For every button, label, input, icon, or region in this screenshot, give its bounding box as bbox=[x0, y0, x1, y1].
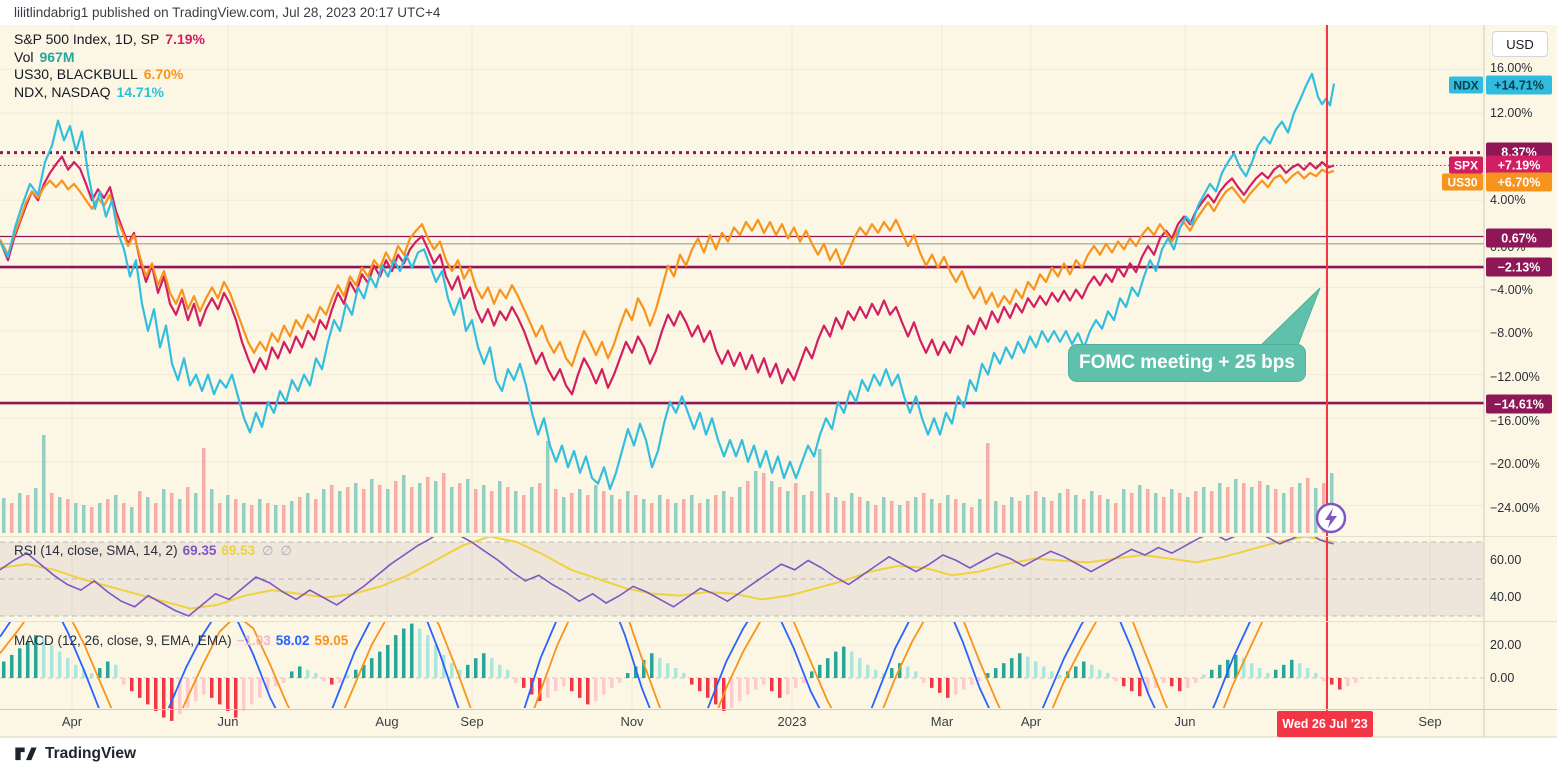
event-lightning-icon[interactable] bbox=[1314, 501, 1348, 535]
rsi-sma-value: 69.53 bbox=[221, 543, 256, 558]
currency-selector-button[interactable]: USD bbox=[1492, 31, 1548, 57]
legend-value-us30: 6.70% bbox=[143, 66, 184, 82]
price-scale-label: 20.00 bbox=[1490, 638, 1522, 652]
series-price-badge: +7.19% bbox=[1486, 155, 1552, 175]
macd-title: MACD (12, 26, close, 9, EMA, EMA) bbox=[14, 633, 232, 648]
tradingview-logo-icon bbox=[15, 747, 37, 761]
price-scale-label: −16.00% bbox=[1490, 414, 1540, 428]
rsi-legend: RSI (14, close, SMA, 14, 2) 69.35 69.53 ∅ ∅ bbox=[14, 543, 292, 559]
price-scale-label: 0.00 bbox=[1490, 671, 1515, 685]
legend-label: NDX, NASDAQ bbox=[14, 83, 111, 100]
footer-brand[interactable]: TradingView bbox=[14, 744, 136, 763]
price-scale-label: −8.00% bbox=[1490, 326, 1533, 340]
series-price-badge: +6.70% bbox=[1486, 172, 1552, 192]
price-scale-label: 60.00 bbox=[1490, 553, 1522, 567]
event-date-badge: Wed 26 Jul '23 bbox=[1277, 711, 1373, 737]
macd-hist-value: −1.03 bbox=[236, 633, 271, 648]
price-scale-label: 4.00% bbox=[1490, 193, 1526, 207]
series-name-badge: NDX bbox=[1449, 76, 1483, 94]
legend-label: US30, BLACKBULL bbox=[14, 66, 138, 82]
price-scale-label: −20.00% bbox=[1490, 457, 1540, 471]
legend-row-ndx[interactable]: NDX, NASDAQ 14.71% bbox=[14, 84, 205, 102]
time-axis-label: Apr bbox=[1020, 714, 1042, 729]
legend-value-ndx: 14.71% bbox=[116, 83, 164, 100]
time-axis-label: Nov bbox=[620, 714, 644, 729]
legend-label: Vol bbox=[14, 48, 34, 65]
legend-label: S&P 500 Index, 1D, SP bbox=[14, 31, 160, 47]
price-scale-label: 16.00% bbox=[1490, 61, 1533, 75]
time-axis-label: Mar bbox=[930, 714, 954, 729]
legend-value-spx: 7.19% bbox=[165, 31, 205, 47]
macd-signal-value: 59.05 bbox=[314, 633, 349, 648]
symbol-legend: S&P 500 Index, 1D, SP 7.19% Vol 967M US30,… bbox=[14, 31, 205, 101]
macd-legend: MACD (12, 26, close, 9, EMA, EMA) −1.03 58… bbox=[14, 633, 348, 648]
series-name-badge: US30 bbox=[1442, 173, 1483, 191]
publish-header: lilitlindabrig1 published on TradingView… bbox=[14, 5, 441, 20]
series-price-badge: +14.71% bbox=[1486, 75, 1552, 95]
macd-line-value: 58.02 bbox=[275, 633, 310, 648]
rsi-title: RSI (14, close, SMA, 14, 2) bbox=[14, 543, 178, 558]
legend-row-spx[interactable]: S&P 500 Index, 1D, SP 7.19% bbox=[14, 31, 205, 49]
time-axis-label: 2023 bbox=[777, 714, 807, 729]
legend-row-us30[interactable]: US30, BLACKBULL 6.70% bbox=[14, 66, 205, 84]
time-axis-label: Sep bbox=[460, 714, 484, 729]
series-name-badge: SPX bbox=[1449, 156, 1483, 174]
level-price-badge: −2.13% bbox=[1486, 257, 1552, 277]
level-price-badge: 0.67% bbox=[1486, 228, 1552, 248]
price-scale-label: 12.00% bbox=[1490, 106, 1533, 120]
footer-brand-label: TradingView bbox=[45, 744, 137, 762]
rsi-hide-icon[interactable]: ∅ bbox=[262, 543, 274, 558]
legend-value-volume: 967M bbox=[39, 48, 75, 65]
level-price-badge: −14.61% bbox=[1486, 394, 1552, 414]
price-scale-label: 40.00 bbox=[1490, 590, 1522, 604]
time-axis-label: Sep bbox=[1418, 714, 1442, 729]
rsi-settings-icon[interactable]: ∅ bbox=[280, 543, 292, 558]
price-scale-label: −24.00% bbox=[1490, 501, 1540, 515]
legend-row-volume[interactable]: Vol 967M bbox=[14, 49, 205, 67]
time-axis-label: Aug bbox=[375, 714, 399, 729]
rsi-value: 69.35 bbox=[182, 543, 217, 558]
price-scale-label: −4.00% bbox=[1490, 283, 1533, 297]
fomc-annotation[interactable]: FOMC meeting + 25 bps bbox=[1068, 344, 1306, 382]
price-scale-label: −12.00% bbox=[1490, 370, 1540, 384]
time-axis-label: Jun bbox=[217, 714, 239, 729]
time-axis-label: Jun bbox=[1174, 714, 1196, 729]
time-axis-label: Apr bbox=[61, 714, 83, 729]
